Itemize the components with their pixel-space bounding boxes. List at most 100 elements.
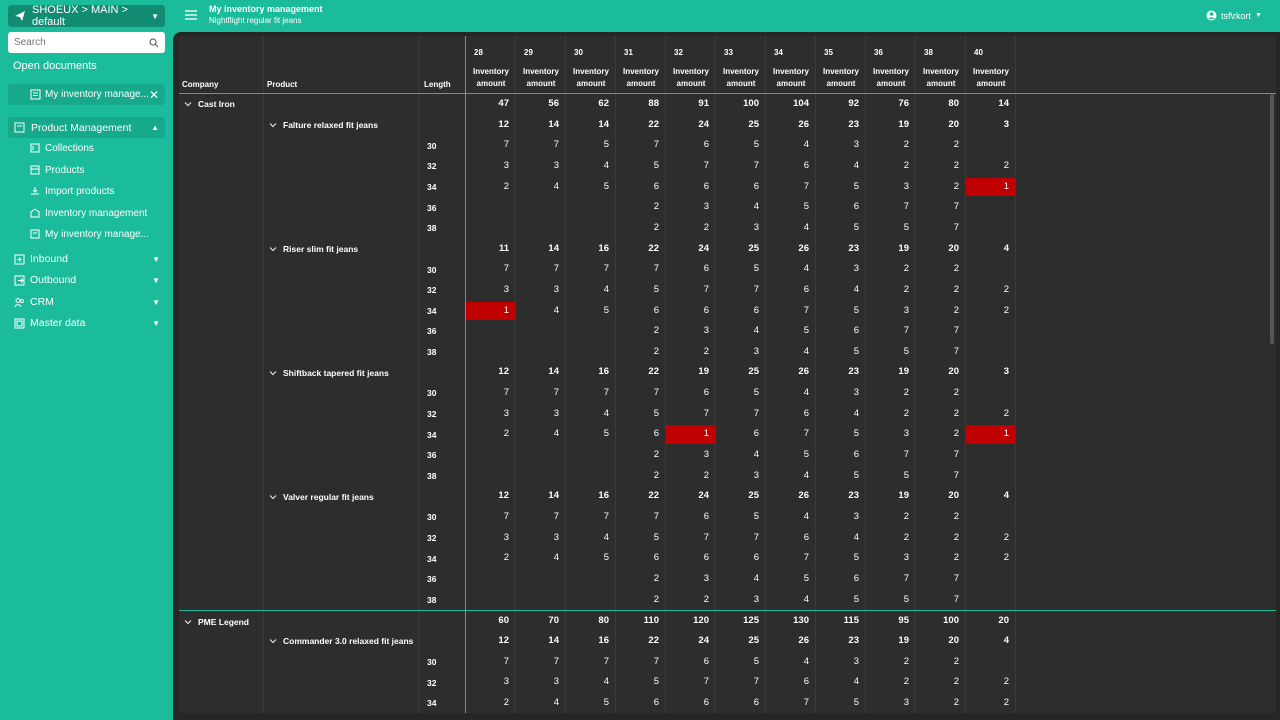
value-cell[interactable]: 2 [903, 387, 909, 399]
value-cell[interactable]: 80 [948, 98, 959, 109]
value-cell[interactable]: 2 [953, 387, 959, 399]
value-cell[interactable]: 19 [898, 366, 909, 378]
user-menu[interactable]: tsf\rkort ▼ [1206, 10, 1262, 21]
value-cell[interactable]: 16 [598, 490, 609, 502]
value-cell[interactable]: 20 [948, 634, 959, 646]
value-cell[interactable]: 4 [553, 696, 559, 708]
value-cell[interactable]: 2 [953, 531, 959, 543]
value-cell[interactable]: 7 [803, 552, 809, 564]
value-cell[interactable]: 3 [703, 449, 709, 461]
value-cell[interactable]: 4 [603, 283, 609, 295]
value-cell[interactable]: 3 [853, 387, 859, 399]
value-cell[interactable]: 20 [948, 242, 959, 254]
column-header-size[interactable]: 31 [624, 48, 633, 57]
value-cell[interactable]: 7 [903, 201, 909, 213]
value-cell[interactable]: 2 [903, 531, 909, 543]
value-cell[interactable]: 3 [903, 180, 909, 192]
value-cell[interactable] [566, 218, 615, 239]
value-cell[interactable]: 110 [643, 615, 659, 627]
company-label[interactable]: Cast Iron [184, 94, 235, 115]
value-cell[interactable] [966, 445, 1015, 466]
value-cell[interactable]: 3 [853, 511, 859, 522]
value-cell[interactable] [566, 342, 615, 363]
value-cell[interactable]: 100 [943, 615, 959, 627]
value-cell[interactable] [516, 466, 565, 487]
value-cell[interactable] [466, 466, 515, 487]
value-cell[interactable]: 4 [803, 387, 809, 399]
value-cell[interactable]: 20 [948, 366, 959, 378]
value-cell[interactable]: 2 [903, 407, 909, 419]
value-cell[interactable]: 7 [903, 572, 909, 584]
value-cell[interactable]: 5 [653, 676, 659, 688]
value-cell[interactable]: 6 [803, 159, 809, 171]
value-cell[interactable]: 2 [503, 696, 509, 708]
value-cell[interactable]: 23 [848, 366, 859, 378]
value-cell[interactable]: 19 [898, 242, 909, 254]
value-cell[interactable]: 92 [848, 98, 859, 109]
value-cell[interactable]: 7 [553, 387, 559, 399]
nav-outbound[interactable]: Outbound ▼ [14, 272, 160, 288]
value-cell[interactable] [966, 342, 1015, 363]
value-cell[interactable] [516, 342, 565, 363]
value-cell[interactable]: 7 [503, 263, 509, 275]
value-cell[interactable]: 7 [753, 676, 759, 688]
value-cell[interactable]: 5 [853, 696, 859, 708]
column-header-size[interactable]: 35 [824, 48, 833, 57]
value-cell[interactable]: 2 [903, 655, 909, 667]
value-cell[interactable]: 22 [648, 634, 659, 646]
value-cell[interactable]: 4 [603, 531, 609, 543]
value-cell[interactable]: 7 [553, 139, 559, 151]
value-cell[interactable]: 5 [603, 696, 609, 708]
value-cell[interactable] [516, 445, 565, 466]
value-cell[interactable]: 7 [753, 531, 759, 543]
value-cell[interactable]: 3 [1003, 366, 1009, 378]
value-cell[interactable]: 22 [648, 490, 659, 502]
search-box[interactable] [8, 32, 165, 53]
value-cell[interactable]: 26 [798, 242, 809, 254]
value-cell[interactable]: 4 [553, 304, 559, 316]
value-cell[interactable]: 11 [498, 242, 509, 254]
value-cell[interactable]: 22 [648, 118, 659, 130]
value-cell[interactable]: 7 [603, 655, 609, 667]
value-cell[interactable]: 2 [903, 263, 909, 275]
value-cell[interactable]: 1 [966, 425, 1015, 445]
value-cell[interactable]: 26 [798, 118, 809, 130]
value-cell[interactable]: 3 [553, 407, 559, 419]
value-cell[interactable]: 2 [953, 511, 959, 522]
value-cell[interactable]: 4 [803, 593, 809, 605]
value-cell[interactable]: 19 [898, 634, 909, 646]
value-cell[interactable]: 4 [803, 469, 809, 481]
column-header-size[interactable]: 34 [774, 48, 783, 57]
value-cell[interactable]: 14 [548, 490, 559, 502]
value-cell[interactable]: 5 [853, 469, 859, 481]
value-cell[interactable]: 7 [953, 345, 959, 357]
value-cell[interactable]: 4 [553, 428, 559, 440]
product-label[interactable]: Falture relaxed fit jeans [269, 115, 378, 136]
value-cell[interactable]: 7 [703, 159, 709, 171]
value-cell[interactable]: 2 [1003, 552, 1009, 564]
nav-product-management[interactable]: Product Management ▲ [8, 117, 165, 138]
value-cell[interactable]: 5 [853, 221, 859, 233]
value-cell[interactable]: 125 [743, 615, 759, 627]
value-cell[interactable]: 5 [753, 139, 759, 151]
value-cell[interactable] [516, 590, 565, 611]
value-cell[interactable]: 3 [553, 283, 559, 295]
value-cell[interactable]: 7 [553, 655, 559, 667]
value-cell[interactable]: 2 [903, 139, 909, 151]
value-cell[interactable]: 2 [903, 676, 909, 688]
chevron-down-icon[interactable] [269, 369, 277, 377]
nav-import-products[interactable]: Import products [30, 183, 114, 199]
value-cell[interactable]: 4 [753, 325, 759, 337]
chevron-down-icon[interactable] [269, 637, 277, 645]
value-cell[interactable]: 7 [603, 263, 609, 275]
value-cell[interactable]: 5 [753, 655, 759, 667]
column-header-size[interactable]: 30 [574, 48, 583, 57]
value-cell[interactable] [466, 342, 515, 363]
value-cell[interactable]: 7 [953, 325, 959, 337]
value-cell[interactable]: 3 [553, 676, 559, 688]
value-cell[interactable]: 5 [603, 139, 609, 151]
value-cell[interactable]: 25 [748, 490, 759, 502]
value-cell[interactable]: 2 [1003, 159, 1009, 171]
value-cell[interactable]: 6 [703, 511, 709, 522]
value-cell[interactable]: 5 [803, 572, 809, 584]
